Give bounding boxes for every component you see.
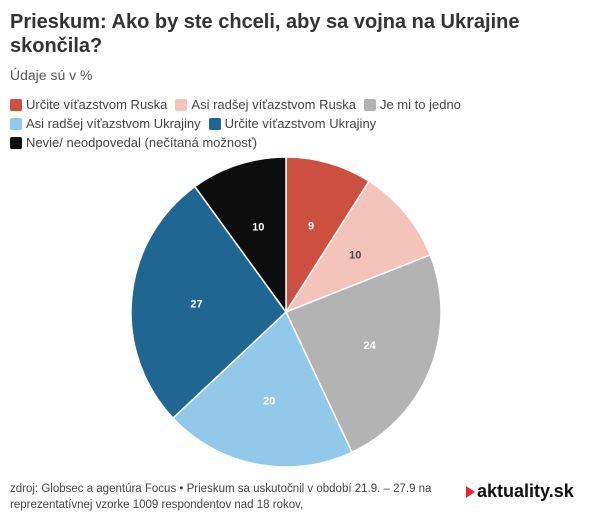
chart-subtitle: Údaje sú v %	[10, 67, 93, 83]
legend-label: Asi radšej víťazstvom Ukrajiny	[26, 116, 201, 131]
pie-slice[interactable]	[193, 156, 287, 315]
pie-slice[interactable]	[171, 310, 353, 468]
legend-item-urcite-ukrajina[interactable]: Určite víťazstvom Ukrajiny	[208, 114, 377, 133]
legend-label: Asi radšej víťazstvom Ruska	[191, 97, 356, 112]
legend-item-asi-rusko[interactable]: Asi radšej víťazstvom Ruska	[175, 95, 356, 114]
pie-slice[interactable]	[130, 185, 287, 420]
legend-swatch	[10, 98, 22, 111]
slice-value-label: 20	[263, 395, 275, 407]
slice-value-label: 10	[349, 250, 361, 262]
pie-slice[interactable]	[285, 156, 371, 315]
legend-item-urcite-rusko[interactable]: Určite víťazstvom Ruska	[10, 95, 167, 114]
legend-item-je-mi-to-jedno[interactable]: Je mi to jedno	[363, 95, 461, 114]
legend-swatch	[10, 136, 22, 149]
legend-label: Nevie/ neodpovedal (nečítaná možnosť)	[26, 135, 258, 150]
legend-swatch	[363, 98, 376, 111]
legend-row: Určite víťazstvom Ruska Asi radšej víťaz…	[10, 95, 570, 114]
legend: Určite víťazstvom Ruska Asi radšej víťaz…	[10, 95, 570, 152]
legend-label: Určite víťazstvom Ruska	[26, 97, 168, 112]
legend-swatch	[208, 117, 221, 130]
slice-value-label: 10	[252, 222, 264, 234]
legend-item-nevie[interactable]: Nevie/ neodpovedal (nečítaná možnosť)	[10, 133, 257, 152]
pie-slice[interactable]	[284, 180, 432, 314]
legend-label: Určite víťazstvom Ukrajiny	[224, 116, 377, 131]
slice-value-label: 9	[308, 221, 314, 233]
legend-row: Asi radšej víťazstvom Ukrajiny Určite ví…	[10, 114, 570, 133]
logo-arrow-icon	[466, 485, 475, 498]
legend-row: Nevie/ neodpovedal (nečítaná možnosť)	[10, 133, 570, 152]
source-line-1: zdroj: Globsec a agentúra Focus • Priesk…	[10, 483, 432, 495]
aktuality-logo[interactable]: aktuality.sk	[466, 481, 574, 502]
slice-value-label: 27	[190, 299, 202, 311]
legend-item-asi-ukrajina[interactable]: Asi radšej víťazstvom Ukrajiny	[10, 114, 201, 133]
legend-swatch	[175, 98, 188, 111]
slice-value-label: 24	[363, 340, 376, 352]
source-line-2: reprezentatívnej vzorke 1009 respondento…	[10, 499, 304, 511]
legend-label: Je mi to jedno	[379, 97, 461, 112]
pie-slice[interactable]	[284, 253, 442, 454]
logo-text: aktuality.sk	[477, 481, 574, 501]
source-note: zdroj: Globsec a agentúra Focus • Priesk…	[10, 481, 450, 513]
legend-swatch	[10, 117, 22, 130]
chart-title: Prieskum: Ako by ste chceli, aby sa vojn…	[10, 11, 520, 57]
